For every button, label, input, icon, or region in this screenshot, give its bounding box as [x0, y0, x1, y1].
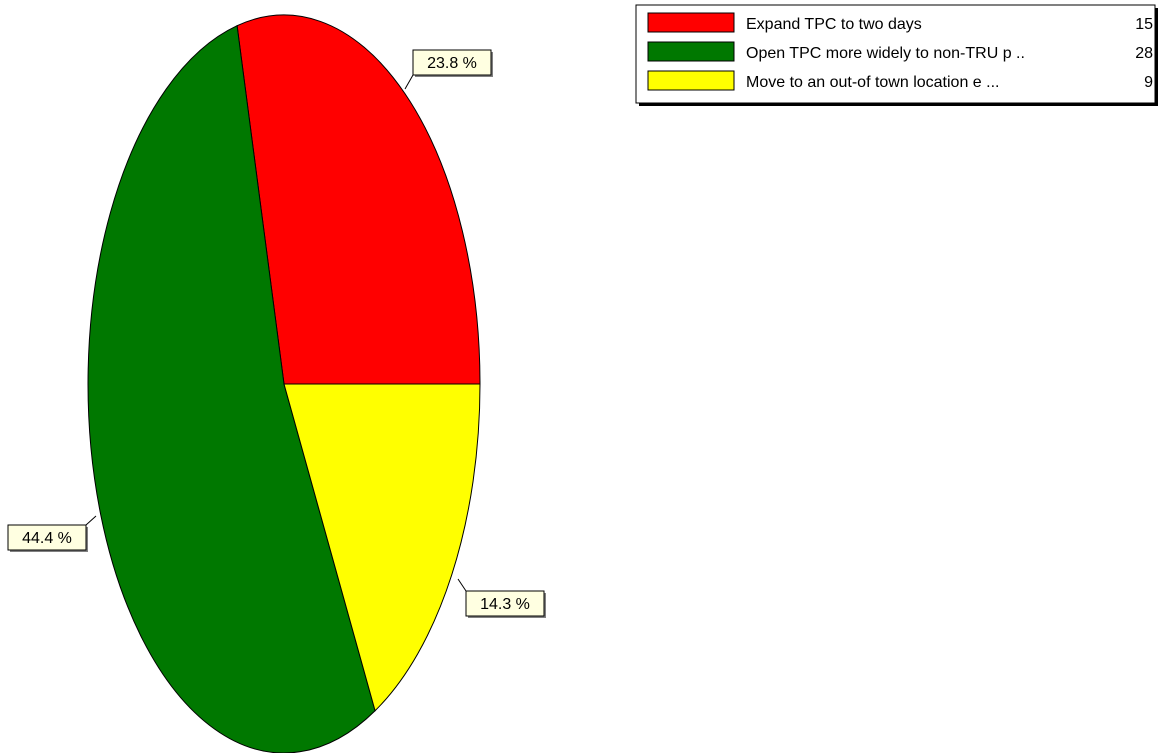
legend-swatch-2: [647, 41, 735, 62]
legend-value-3: 9: [1144, 74, 1153, 91]
pie-slice-3: [283, 383, 481, 712]
slice-label-box: [465, 590, 545, 617]
legend-label-3: Move to an out-of town location e ...: [746, 74, 999, 91]
legend-label-1: Expand TPC to two days: [746, 16, 922, 33]
pie-slices: [87, 14, 481, 753]
slice-percent-label: 23.8 %: [427, 55, 477, 72]
legend-swatch-3: [647, 70, 735, 91]
pie-slice-1: [236, 14, 481, 385]
slice-label-box: [7, 524, 87, 551]
slice-percent-label: 44.4 %: [22, 530, 72, 547]
legend-label-2: Open TPC more widely to non-TRU p ..: [746, 45, 1025, 62]
slice-label-leader: [457, 578, 467, 592]
legend-value-1: 15: [1135, 16, 1153, 33]
legend-value-2: 28: [1135, 45, 1153, 62]
slice-label-box: [412, 49, 492, 76]
pie-labels: 23.8 % 44.4 % 14.3 %: [7, 49, 546, 618]
slice-label-leader: [404, 74, 414, 90]
legend-swatch-1: [647, 12, 735, 33]
legend: Expand TPC to two days 15 Open TPC more wi…: [635, 4, 1158, 106]
slice-label-leader: [85, 515, 97, 526]
slice-percent-label: 14.3 %: [480, 596, 530, 613]
